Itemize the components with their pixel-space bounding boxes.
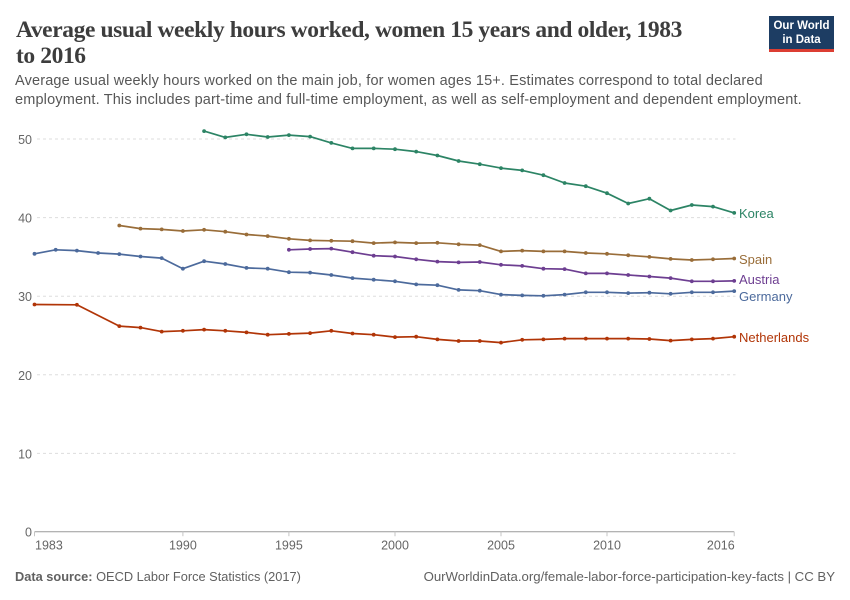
svg-text:Austria: Austria [739,272,780,287]
svg-text:2000: 2000 [381,539,409,553]
svg-text:1995: 1995 [275,539,303,553]
svg-text:Korea: Korea [739,206,774,221]
svg-text:1983: 1983 [35,539,63,553]
svg-text:10: 10 [18,447,32,461]
svg-text:2010: 2010 [593,539,621,553]
svg-text:Spain: Spain [739,252,772,267]
svg-text:Netherlands: Netherlands [739,330,810,345]
svg-text:20: 20 [18,369,32,383]
svg-text:Germany: Germany [739,289,793,304]
svg-text:50: 50 [18,133,32,147]
svg-text:30: 30 [18,290,32,304]
svg-text:40: 40 [18,212,32,226]
svg-text:2005: 2005 [487,539,515,553]
svg-text:0: 0 [25,526,32,540]
svg-text:1990: 1990 [169,539,197,553]
svg-text:2016: 2016 [707,539,735,553]
